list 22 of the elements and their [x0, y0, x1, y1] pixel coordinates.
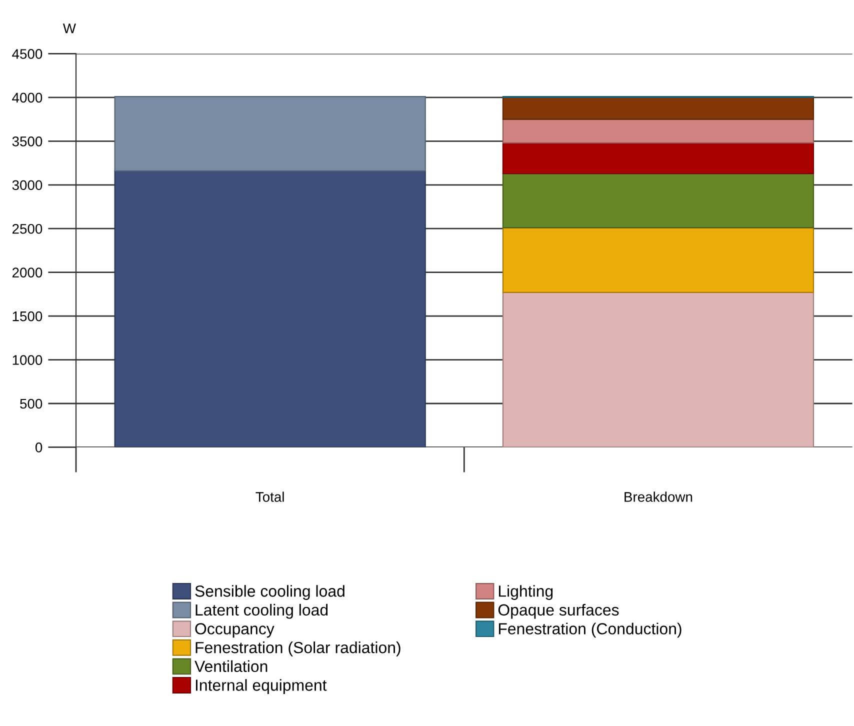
y-tick-label: 1500 — [12, 311, 42, 322]
y-axis-title: W — [62, 24, 76, 34]
y-tick-label: 2500 — [12, 224, 42, 234]
y-tick-label: 0 — [35, 442, 42, 452]
legend-label: Fenestration (Solar radiation) — [196, 642, 400, 656]
legend-label: Occupancy — [195, 623, 274, 638]
y-tick-label: 3000 — [12, 180, 42, 190]
y-tick-label: 2000 — [12, 268, 42, 278]
x-tick-label: Total — [256, 492, 284, 502]
y-tick-label: 4500 — [12, 49, 42, 59]
legend-label: Latent cooling load — [196, 604, 328, 619]
legend-label: Fenestration (Conduction) — [498, 622, 682, 638]
legend-label: Internal equipment — [196, 679, 327, 694]
legend-label: Opaque surfaces — [498, 604, 619, 619]
x-tick-label: Breakdown — [624, 492, 692, 502]
legend-label: Lighting — [498, 585, 553, 600]
legend-label: Ventilation — [194, 660, 268, 672]
y-tick-label: 500 — [20, 398, 42, 409]
y-tick-label: 1000 — [12, 355, 42, 365]
y-tick-label: 3500 — [12, 136, 42, 146]
legend-label: Sensible cooling load — [195, 585, 344, 600]
y-tick-label: 4000 — [12, 92, 42, 103]
